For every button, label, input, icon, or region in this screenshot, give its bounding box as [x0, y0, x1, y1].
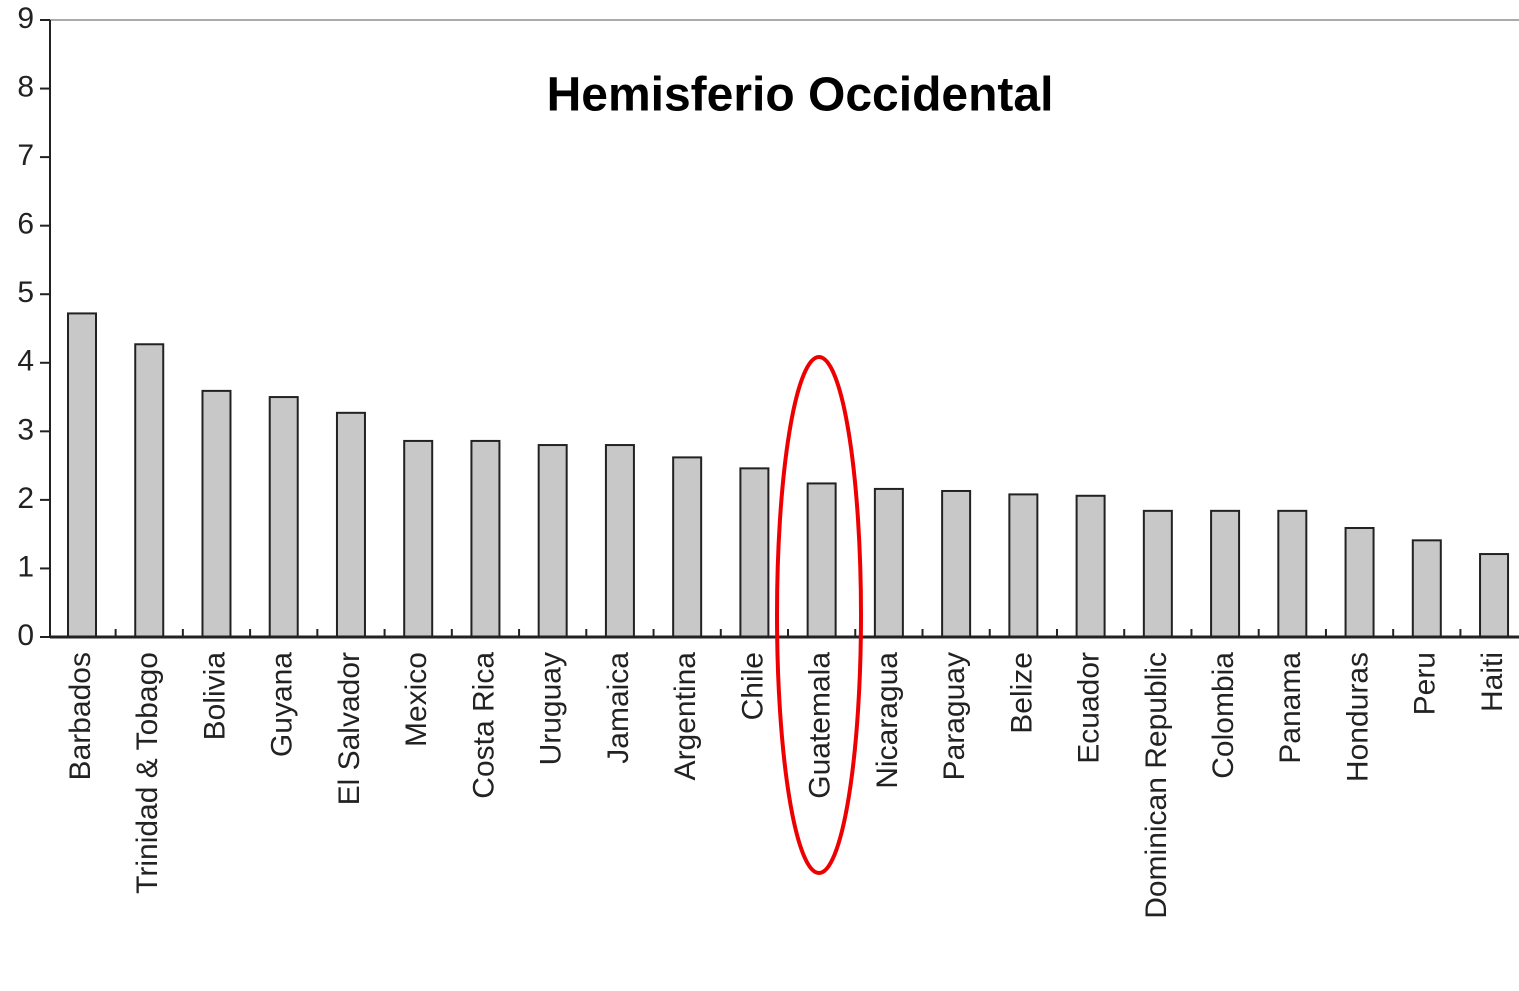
bar	[537, 444, 568, 638]
chart-title: Hemisferio Occidental	[547, 69, 1054, 122]
x-tick-label: Guyana	[266, 652, 299, 757]
y-tick-label: 8	[17, 70, 34, 103]
x-tick-label: Barbados	[64, 652, 97, 780]
y-tick-label: 7	[17, 139, 34, 172]
bar	[1008, 493, 1039, 638]
bar	[268, 396, 299, 638]
bar	[1344, 526, 1375, 638]
bar	[873, 487, 904, 639]
bar	[1075, 494, 1106, 638]
x-tick-label: Paraguay	[938, 652, 971, 780]
x-tick-label: Nicaragua	[871, 652, 904, 789]
bar	[67, 312, 97, 638]
bar	[403, 439, 434, 639]
x-tick-label: Belize	[1005, 652, 1038, 734]
x-tick-label: Guatemala	[804, 652, 837, 799]
y-tick-label: 3	[17, 413, 34, 446]
bar	[941, 489, 972, 638]
x-tick-label: Honduras	[1341, 652, 1374, 782]
bar	[134, 343, 165, 638]
bar	[672, 456, 703, 638]
bar	[739, 467, 770, 638]
x-tick-label: Haiti	[1476, 652, 1509, 712]
x-tick-label: Dominican Republic	[1140, 652, 1173, 919]
y-tick-label: 4	[17, 345, 34, 378]
y-tick-label: 1	[17, 550, 34, 583]
y-tick-label: 0	[17, 619, 34, 652]
y-tick-label: 5	[17, 276, 34, 309]
highlight-ellipse	[775, 355, 863, 875]
x-tick-label: Argentina	[669, 652, 702, 781]
x-tick-label: Panama	[1274, 652, 1307, 764]
y-tick-label: 9	[17, 2, 34, 35]
bar	[1142, 509, 1173, 639]
bar	[604, 444, 635, 638]
x-tick-label: Costa Rica	[467, 652, 500, 799]
y-tick-label: 2	[17, 482, 34, 515]
bar	[1210, 509, 1241, 639]
bar	[1479, 553, 1510, 639]
bar	[335, 411, 366, 638]
x-tick-label: Uruguay	[535, 652, 568, 765]
x-tick-label: Peru	[1409, 652, 1442, 715]
y-tick-label: 6	[17, 208, 34, 241]
bar	[1277, 509, 1308, 639]
x-tick-label: Chile	[736, 652, 769, 720]
x-tick-label: Colombia	[1207, 652, 1240, 779]
x-tick-label: El Salvador	[333, 652, 366, 805]
x-tick-label: Ecuador	[1073, 652, 1106, 764]
bar	[1411, 539, 1442, 638]
bar	[806, 482, 837, 638]
x-tick-label: Jamaica	[602, 652, 635, 764]
bar	[470, 439, 501, 639]
x-tick-label: Trinidad & Tobago	[131, 652, 164, 894]
x-tick-label: Mexico	[400, 652, 433, 747]
x-tick-label: Bolivia	[198, 652, 231, 741]
bar	[201, 389, 232, 638]
